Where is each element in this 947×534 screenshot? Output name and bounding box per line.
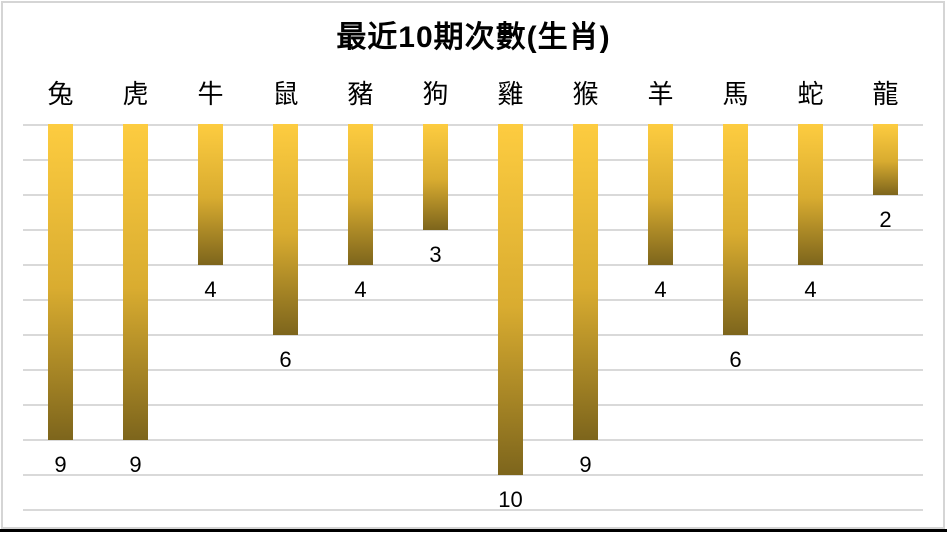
- gridline: [23, 194, 923, 196]
- value-label: 4: [654, 277, 667, 302]
- gridline: [23, 264, 923, 266]
- category-label: 豬: [347, 79, 374, 109]
- bar[interactable]: [573, 124, 598, 440]
- category-label: 蛇: [797, 79, 824, 109]
- bar[interactable]: [198, 124, 223, 265]
- category-label: 狗: [422, 79, 449, 109]
- gridline: [23, 124, 923, 126]
- category-label: 猴: [572, 79, 599, 109]
- value-label: 4: [354, 277, 367, 302]
- bar[interactable]: [873, 124, 898, 195]
- bar[interactable]: [498, 124, 523, 475]
- chart-title: 最近10期次數(生肖): [336, 21, 611, 54]
- bar[interactable]: [273, 124, 298, 335]
- category-label: 龍: [872, 79, 899, 109]
- value-label: 4: [204, 277, 217, 302]
- category-label: 馬: [722, 79, 749, 109]
- value-label: 2: [879, 207, 892, 232]
- gridline: [23, 334, 923, 336]
- bottom-border-line: [0, 529, 947, 532]
- gridline: [23, 404, 923, 406]
- value-label: 3: [429, 242, 442, 267]
- category-label: 雞: [497, 79, 524, 109]
- bar[interactable]: [48, 124, 73, 440]
- value-label: 10: [498, 487, 523, 512]
- value-label: 6: [729, 347, 742, 372]
- bar[interactable]: [423, 124, 448, 230]
- gridline: [23, 299, 923, 301]
- value-label: 6: [279, 347, 292, 372]
- gridline: [23, 439, 923, 441]
- bar[interactable]: [348, 124, 373, 265]
- bar[interactable]: [798, 124, 823, 265]
- bar[interactable]: [123, 124, 148, 440]
- category-label: 羊: [647, 79, 674, 109]
- value-label: 9: [54, 452, 67, 477]
- gridline: [23, 509, 923, 511]
- category-label: 兔: [47, 79, 74, 109]
- bar[interactable]: [648, 124, 673, 265]
- category-label: 牛: [197, 79, 224, 109]
- category-label: 鼠: [272, 79, 299, 109]
- gridline: [23, 159, 923, 161]
- bar[interactable]: [723, 124, 748, 335]
- category-label: 虎: [122, 79, 149, 109]
- value-label: 9: [579, 452, 592, 477]
- gridline: [23, 474, 923, 476]
- gridline: [23, 369, 923, 371]
- value-label: 9: [129, 452, 142, 477]
- gridline: [23, 229, 923, 231]
- value-label: 4: [804, 277, 817, 302]
